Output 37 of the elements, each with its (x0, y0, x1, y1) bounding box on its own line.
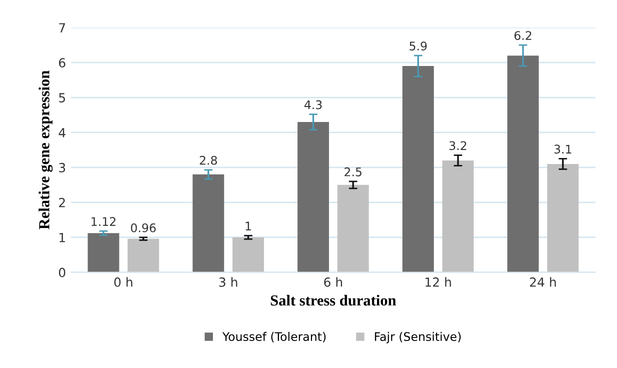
x-tick-label: 6 h (324, 277, 342, 287)
bar (298, 122, 329, 272)
data-label: 2.8 (200, 156, 217, 165)
x-tick-label: 3 h (219, 277, 238, 287)
x-tick-label: 12 h (426, 277, 451, 287)
y-tick-label: 0 (58, 268, 66, 278)
y-tick-label: 1 (60, 232, 65, 242)
data-label: 1 (246, 222, 251, 230)
bar (547, 164, 579, 272)
bar (192, 174, 224, 272)
y-tick-label: 2 (59, 198, 65, 208)
data-label: 0.96 (130, 223, 156, 232)
bar (507, 56, 539, 272)
data-label: 3.2 (450, 141, 466, 150)
bar (232, 237, 264, 272)
data-label: 4.3 (304, 100, 322, 110)
legend-label: Youssef (Tolerant) (222, 332, 326, 342)
y-tick-label: 3 (59, 162, 66, 172)
y-axis-title: Relative gene expression (38, 70, 53, 230)
data-label: 5.9 (410, 42, 427, 50)
data-label: 1.12 (92, 217, 116, 226)
bar (337, 184, 369, 272)
data-label: 6.2 (514, 31, 532, 40)
x-tick-label: 24 h (530, 277, 556, 287)
y-tick-label: 6 (59, 58, 66, 68)
y-tick-label: 7 (59, 23, 66, 32)
bar (128, 238, 160, 272)
data-label: 2.5 (344, 167, 362, 176)
bar (442, 160, 474, 272)
x-axis-title: Salt stress duration (270, 294, 396, 306)
bar (88, 233, 120, 272)
legend-label: Fajr (Sensitive) (374, 332, 461, 344)
bar (402, 66, 434, 272)
y-tick-label: 5 (59, 93, 65, 102)
y-tick-label: 4 (58, 128, 66, 138)
data-label: 3.1 (554, 144, 572, 154)
x-tick-label: 0 h (114, 277, 132, 287)
